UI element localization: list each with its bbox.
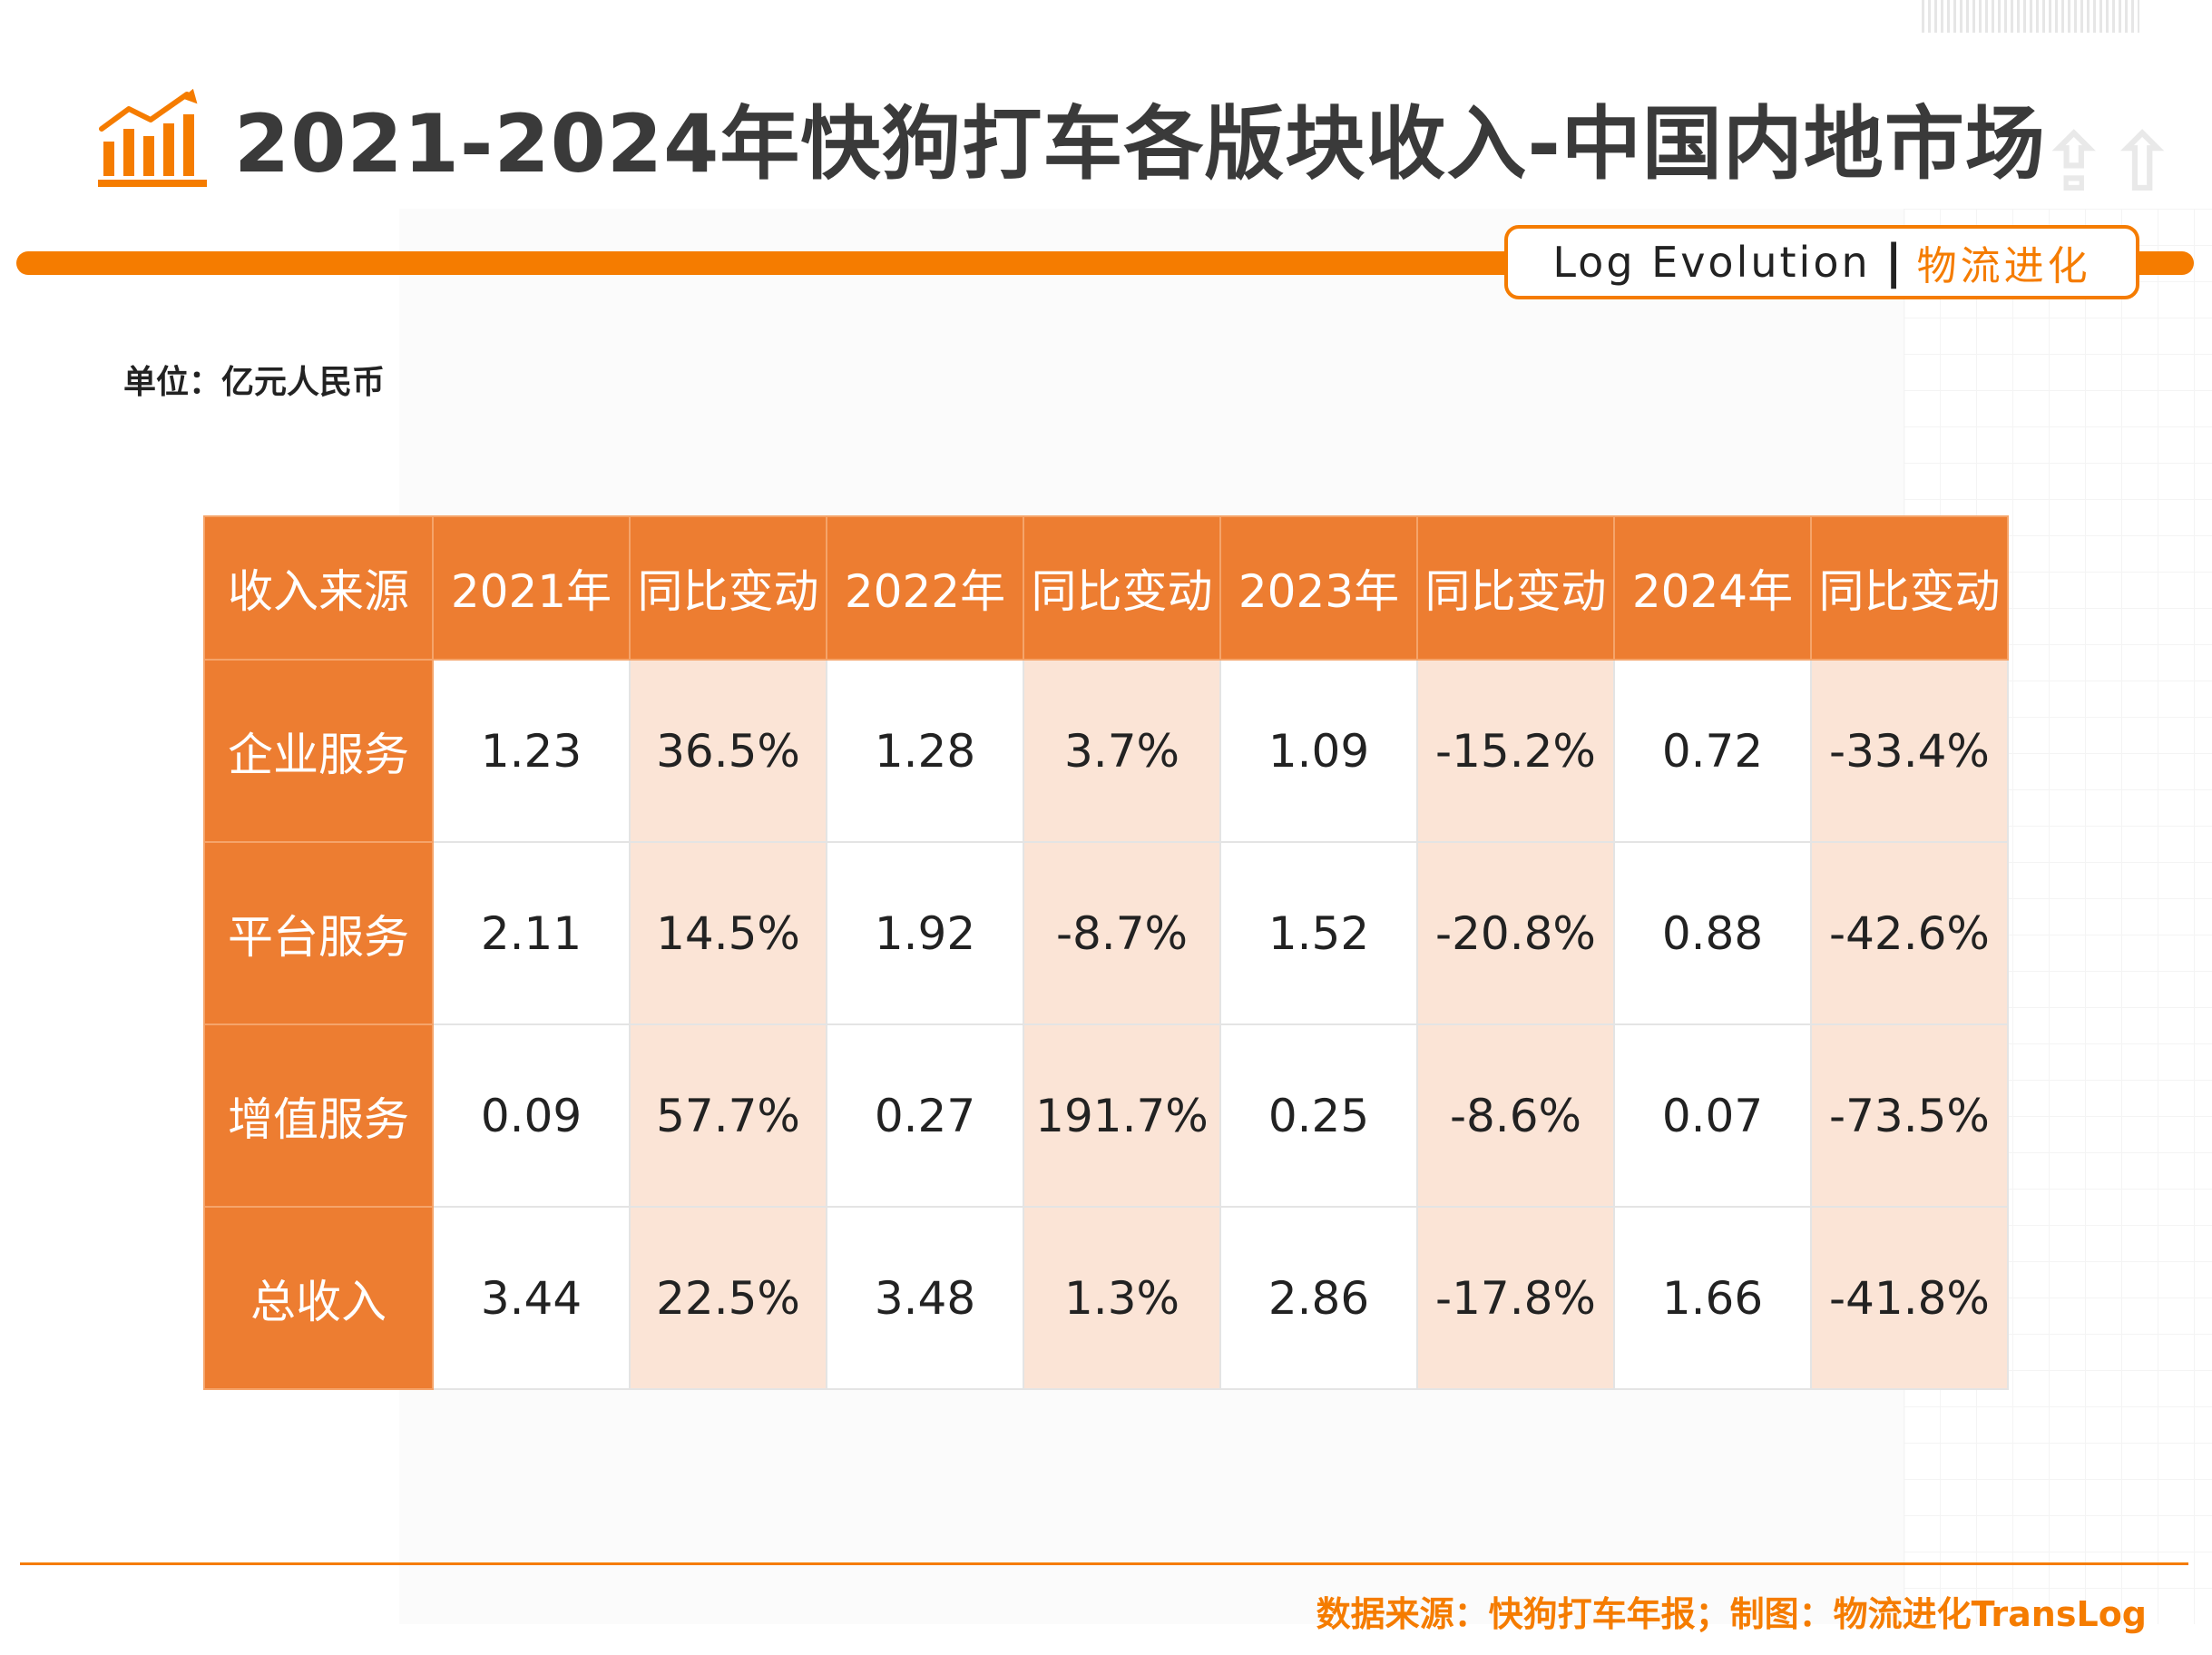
brand-name-en: Log Evolution bbox=[1552, 238, 1871, 287]
table-cell: 36.5% bbox=[629, 659, 827, 843]
table-cell: -41.8% bbox=[1810, 1206, 2009, 1390]
brand-separator: | bbox=[1884, 235, 1903, 289]
table-cell: 0.09 bbox=[432, 1023, 631, 1208]
footer-divider bbox=[20, 1562, 2188, 1565]
table-row: 平台服务 2.11 14.5% 1.92 -8.7% 1.52 -20.8% 0… bbox=[203, 841, 2009, 1025]
table-cell: 14.5% bbox=[629, 841, 827, 1025]
table-cell: 2.86 bbox=[1219, 1206, 1418, 1390]
table-cell: 0.27 bbox=[826, 1023, 1024, 1208]
table-cell: 0.07 bbox=[1613, 1023, 1812, 1208]
revenue-table: 收入来源 2021年 同比变动 2022年 同比变动 2023年 同比变动 20… bbox=[203, 515, 2009, 1390]
column-header: 2022年 bbox=[826, 515, 1024, 661]
column-header: 同比变动 bbox=[1023, 515, 1221, 661]
row-label: 平台服务 bbox=[203, 841, 434, 1025]
column-header: 2021年 bbox=[432, 515, 631, 661]
table-cell: -33.4% bbox=[1810, 659, 2009, 843]
table-header-row: 收入来源 2021年 同比变动 2022年 同比变动 2023年 同比变动 20… bbox=[203, 515, 2009, 661]
source-note: 数据来源：快狗打车年报；制图：物流进化TransLog bbox=[1316, 1594, 2147, 1634]
bar-chart-trend-icon bbox=[98, 89, 207, 187]
table-cell: 0.88 bbox=[1613, 841, 1812, 1025]
column-header: 同比变动 bbox=[1416, 515, 1615, 661]
brand-logo: Log Evolution | 物流进化 bbox=[1504, 225, 2139, 299]
table-cell: 1.92 bbox=[826, 841, 1024, 1025]
table-cell: -17.8% bbox=[1416, 1206, 1615, 1390]
table-cell: -15.2% bbox=[1416, 659, 1615, 843]
table-cell: 0.72 bbox=[1613, 659, 1812, 843]
row-label: 总收入 bbox=[203, 1206, 434, 1390]
table-cell: 1.23 bbox=[432, 659, 631, 843]
table-cell: -73.5% bbox=[1810, 1023, 2009, 1208]
table-cell: 0.25 bbox=[1219, 1023, 1418, 1208]
table-cell: 3.44 bbox=[432, 1206, 631, 1390]
table-cell: 191.7% bbox=[1023, 1023, 1221, 1208]
column-header: 2023年 bbox=[1219, 515, 1418, 661]
table-row-total: 总收入 3.44 22.5% 3.48 1.3% 2.86 -17.8% 1.6… bbox=[203, 1206, 2009, 1390]
barcode-decoration bbox=[1922, 0, 2139, 33]
table-cell: 22.5% bbox=[629, 1206, 827, 1390]
table-cell: 2.11 bbox=[432, 841, 631, 1025]
table-cell: 1.52 bbox=[1219, 841, 1418, 1025]
table-cell: 1.66 bbox=[1613, 1206, 1812, 1390]
column-header: 同比变动 bbox=[1810, 515, 2009, 661]
column-header: 收入来源 bbox=[203, 515, 434, 661]
table-cell: 1.3% bbox=[1023, 1206, 1221, 1390]
page-title: 2021-2024年快狗打车各版块收入-中国内地市场 bbox=[234, 97, 2046, 191]
table-cell: 1.09 bbox=[1219, 659, 1418, 843]
table-cell: 3.48 bbox=[826, 1206, 1024, 1390]
table-cell: -42.6% bbox=[1810, 841, 2009, 1025]
arrows-decoration-icon: ⇪⇧ bbox=[2040, 115, 2177, 211]
table-cell: 1.28 bbox=[826, 659, 1024, 843]
table-cell: 57.7% bbox=[629, 1023, 827, 1208]
brand-name-cn: 物流进化 bbox=[1916, 243, 2091, 289]
table-cell: -8.6% bbox=[1416, 1023, 1615, 1208]
row-label: 增值服务 bbox=[203, 1023, 434, 1208]
unit-label: 单位：亿元人民币 bbox=[123, 364, 386, 401]
table-cell: -8.7% bbox=[1023, 841, 1221, 1025]
table-cell: 3.7% bbox=[1023, 659, 1221, 843]
column-header: 2024年 bbox=[1613, 515, 1812, 661]
table-row: 企业服务 1.23 36.5% 1.28 3.7% 1.09 -15.2% 0.… bbox=[203, 659, 2009, 843]
table-row: 增值服务 0.09 57.7% 0.27 191.7% 0.25 -8.6% 0… bbox=[203, 1023, 2009, 1208]
table-cell: -20.8% bbox=[1416, 841, 1615, 1025]
column-header: 同比变动 bbox=[629, 515, 827, 661]
row-label: 企业服务 bbox=[203, 659, 434, 843]
